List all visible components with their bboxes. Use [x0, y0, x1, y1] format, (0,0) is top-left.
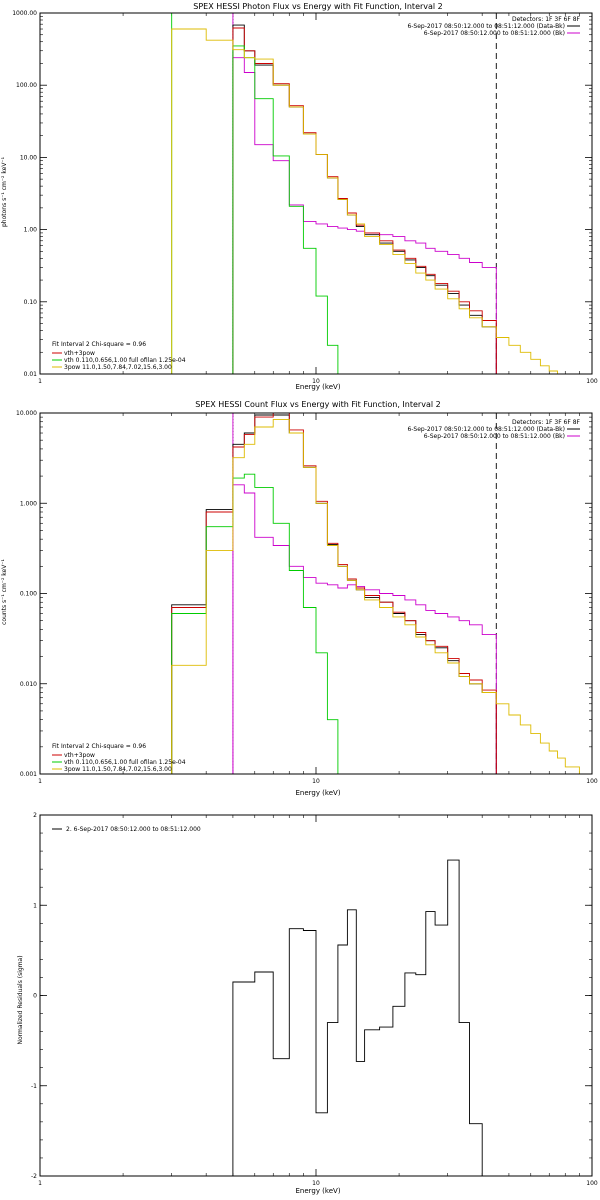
- count-flux-plot: 1 10 100 0.001 0.010 0.100 1.000 10.000: [16, 410, 598, 785]
- x-tick-label: 1: [38, 378, 42, 385]
- bk-label: 6-Sep-2017 08:50:12.000 to 08:51:12.000 …: [424, 433, 565, 440]
- x-tick-label: 10: [312, 1180, 320, 1187]
- x-tick-label: 10: [312, 378, 320, 385]
- y-tick-label: 1.00: [24, 227, 38, 234]
- chart-title: SPEX HESSI Photon Flux vs Energy with Fi…: [193, 2, 443, 11]
- fit-interval-label: Fit Interval 2 Chi-square = 0.96: [52, 743, 146, 750]
- y-axis-label: photons s⁻¹ cm⁻² keV⁻¹: [1, 156, 8, 227]
- legend-vth: vth 0.110,0.656,1.00 full ofilan 1.25e-0…: [64, 357, 186, 364]
- series-line: [232, 45, 339, 374]
- y-tick-label: 0.10: [24, 299, 38, 306]
- x-axis-label: Energy (keV): [295, 789, 340, 797]
- legend-3pow: 3pow 11.0,1.50,7.84,7.02,15.6,3.00: [64, 766, 172, 773]
- plot-frame: [39, 412, 593, 775]
- y-tick-label: 1.000: [20, 500, 37, 507]
- y-tick-label: -1: [31, 1083, 37, 1090]
- fit-interval-label: Fit Interval 2 Chi-square = 0.96: [52, 341, 146, 348]
- x-tick-label: 100: [586, 778, 598, 785]
- x-tick-label: 100: [586, 378, 598, 385]
- x-axis-label: Energy (keV): [295, 1187, 340, 1195]
- series-line: [171, 473, 339, 774]
- chart-title: SPEX HESSI Count Flux vs Energy with Fit…: [195, 400, 440, 409]
- series-line: [171, 418, 592, 775]
- residuals-plot: 1 10 100 -2 -1 0 1 2: [31, 812, 598, 1187]
- legend-3pow: 3pow 11.0,1.50,7.84,7.02,15.6,3.00: [64, 364, 172, 371]
- y-tick-label: 1: [33, 902, 37, 909]
- y-tick-label: 2: [33, 812, 37, 819]
- photon-flux-plot: 1 10 100 0.01 0.10 1.00 10.00 100.00 1000.00: [12, 10, 598, 385]
- y-tick-label: -2: [31, 1173, 37, 1180]
- series-line: [232, 27, 497, 374]
- legend-vth: vth 0.110,0.656,1.00 full ofilan 1.25e-0…: [64, 759, 186, 766]
- photon-flux-panel: SPEX HESSI Photon Flux vs Energy with Fi…: [1, 2, 598, 391]
- plot-frame: [39, 12, 593, 375]
- residuals-panel: 1 10 100 -2 -1 0 1 2 Energy (keV) Normalized Re…: [17, 812, 598, 1195]
- series-line: [232, 859, 497, 1177]
- series-line: [232, 484, 497, 774]
- data-minus-bk-label: 6-Sep-2017 08:50:12.000 to 08:51:12.000 …: [407, 23, 565, 30]
- plot-frame: [39, 814, 593, 1177]
- legend-vth3pow: vth+3pow: [64, 350, 95, 357]
- x-tick-label: 100: [586, 1180, 598, 1187]
- x-axis-label: Energy (keV): [295, 383, 340, 391]
- y-tick-label: 0.100: [20, 591, 37, 598]
- x-tick-label: 1: [38, 1180, 42, 1187]
- x-tick-label: 10: [312, 778, 320, 785]
- y-tick-label: 1000.00: [12, 10, 37, 17]
- x-tick-label: 1: [38, 778, 42, 785]
- detectors-label: Detectors: 1F 3F 6F 8F: [512, 16, 581, 23]
- y-tick-label: 0: [33, 993, 37, 1000]
- detectors-label: Detectors: 1F 3F 6F 8F: [512, 419, 581, 426]
- y-tick-label: 100.00: [16, 82, 37, 89]
- series-line: [232, 24, 497, 374]
- legend-vth3pow: vth+3pow: [64, 752, 95, 759]
- bk-label: 6-Sep-2017 08:50:12.000 to 08:51:12.000 …: [424, 30, 565, 37]
- count-flux-panel: SPEX HESSI Count Flux vs Energy with Fit…: [1, 400, 598, 797]
- y-tick-label: 0.001: [20, 771, 37, 778]
- y-tick-label: 0.010: [20, 681, 37, 688]
- y-axis-label: counts s⁻¹ cm⁻² keV⁻¹: [1, 559, 8, 625]
- y-tick-label: 10.00: [20, 154, 37, 161]
- series-line: [232, 57, 497, 374]
- y-tick-label: 10.000: [16, 410, 37, 417]
- residual-legend-label: 2. 6-Sep-2017 08:50:12.000 to 08:51:12.0…: [66, 826, 201, 833]
- y-tick-label: 0.01: [24, 371, 38, 378]
- data-minus-bk-label: 6-Sep-2017 08:50:12.000 to 08:51:12.000 …: [407, 426, 565, 433]
- series-line: [171, 28, 566, 375]
- y-axis-label: Normalized Residuals (sigma): [17, 955, 24, 1044]
